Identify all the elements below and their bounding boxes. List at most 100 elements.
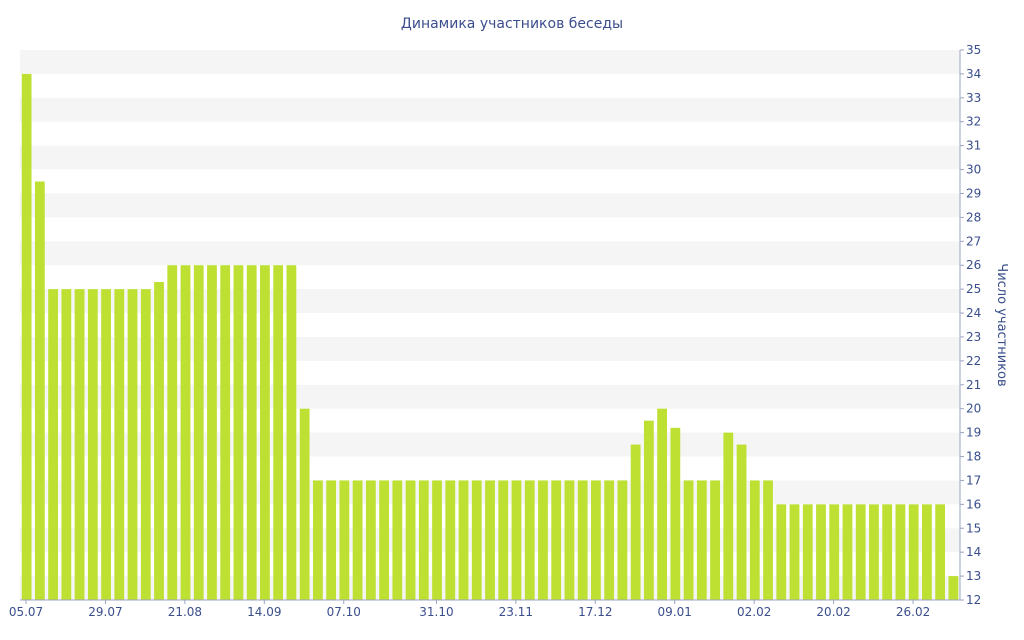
- bar: [670, 427, 681, 600]
- bar: [140, 289, 151, 600]
- y-tick-label: 14: [966, 545, 981, 559]
- bar: [405, 480, 416, 600]
- bar: [776, 504, 787, 600]
- bar: [485, 480, 495, 600]
- bar: [498, 480, 509, 600]
- bar: [418, 480, 429, 600]
- bar: [855, 504, 866, 600]
- y-tick-label: 35: [966, 43, 981, 57]
- y-tick-label: 29: [966, 186, 981, 200]
- y-tick-label: 15: [966, 521, 981, 535]
- bar: [789, 504, 800, 600]
- bar: [749, 480, 760, 600]
- bar-series: [21, 73, 959, 600]
- grid-band: [20, 241, 960, 266]
- x-tick-label: 20.02: [816, 605, 850, 619]
- bar: [895, 504, 906, 600]
- x-tick-labels: 05.07 29.07 21.08 14.09 07.10 31.10 23.11 17.12…: [9, 600, 930, 619]
- bar: [551, 480, 562, 600]
- y-tick-label: 19: [966, 426, 981, 440]
- bar: [432, 480, 442, 600]
- y-tick-label: 31: [966, 139, 981, 153]
- bar: [233, 265, 244, 600]
- bar: [61, 289, 72, 600]
- bar: [167, 265, 178, 600]
- bar: [564, 480, 575, 600]
- bar: [101, 289, 111, 600]
- bar: [392, 480, 403, 600]
- x-tick-label: 21.08: [168, 605, 202, 619]
- y-axis-title: Число участников: [994, 263, 1009, 386]
- grid-band: [20, 50, 960, 74]
- bar: [657, 408, 668, 600]
- bar: [220, 265, 231, 600]
- bar: [326, 480, 337, 600]
- x-tick-label: 09.01: [658, 605, 692, 619]
- bar: [908, 504, 919, 600]
- bar: [21, 73, 32, 600]
- bar: [577, 480, 588, 600]
- bar: [379, 480, 389, 600]
- y-tick-label: 27: [966, 234, 981, 248]
- x-tick-label: 23.11: [499, 605, 533, 619]
- bar: [87, 289, 98, 600]
- y-tick-label: 21: [966, 378, 981, 392]
- y-tick-label: 26: [966, 258, 981, 272]
- bar: [763, 480, 773, 600]
- bar: [710, 480, 720, 600]
- bar: [922, 504, 932, 600]
- x-tick-label: 05.07: [9, 605, 43, 619]
- bar: [286, 265, 297, 600]
- bar: [643, 420, 654, 600]
- x-tick-label: 26.02: [896, 605, 930, 619]
- x-tick-label: 17.12: [578, 605, 612, 619]
- bar: [458, 480, 469, 600]
- grid-band: [20, 193, 960, 218]
- y-tick-label: 16: [966, 497, 981, 511]
- bar: [538, 480, 548, 600]
- bar: [74, 289, 85, 600]
- y-tick-label: 20: [966, 402, 981, 416]
- axes: [20, 50, 961, 601]
- bar: [207, 265, 217, 600]
- bar: [696, 480, 707, 600]
- y-tick-label: 34: [966, 67, 981, 81]
- y-tick-label: 30: [966, 163, 981, 177]
- bar: [816, 504, 826, 600]
- bar: [604, 480, 615, 600]
- bar: [882, 504, 893, 600]
- y-tick-label: 25: [966, 282, 981, 296]
- y-tick-label: 33: [966, 91, 981, 105]
- y-tick-label: 22: [966, 354, 981, 368]
- bar: [736, 444, 747, 600]
- bar: [193, 265, 204, 600]
- bar: [617, 480, 628, 600]
- grid-band: [20, 97, 960, 122]
- bar: [48, 289, 58, 600]
- y-tick-label: 23: [966, 330, 981, 344]
- y-tick-label: 32: [966, 115, 981, 129]
- bar: [869, 504, 879, 600]
- y-tick-label: 28: [966, 210, 981, 224]
- bar: [591, 480, 601, 600]
- bar: [829, 504, 840, 600]
- bar: [246, 265, 257, 600]
- bar: [312, 480, 323, 600]
- bar: [842, 504, 853, 600]
- bar: [630, 444, 641, 600]
- bar: [273, 265, 284, 600]
- y-tick-label: 13: [966, 569, 981, 583]
- y-tick-label: 12: [966, 593, 981, 607]
- bar: [180, 265, 191, 600]
- bar: [260, 265, 270, 600]
- bar: [683, 480, 694, 600]
- bar: [723, 432, 734, 600]
- chart-title: Динамика участников беседы: [401, 16, 623, 32]
- bar: [445, 480, 456, 600]
- grid-band: [20, 145, 960, 170]
- x-tick-label: 31.10: [419, 605, 453, 619]
- bar: [352, 480, 363, 600]
- y-tick-label: 18: [966, 450, 981, 464]
- bar: [154, 281, 164, 600]
